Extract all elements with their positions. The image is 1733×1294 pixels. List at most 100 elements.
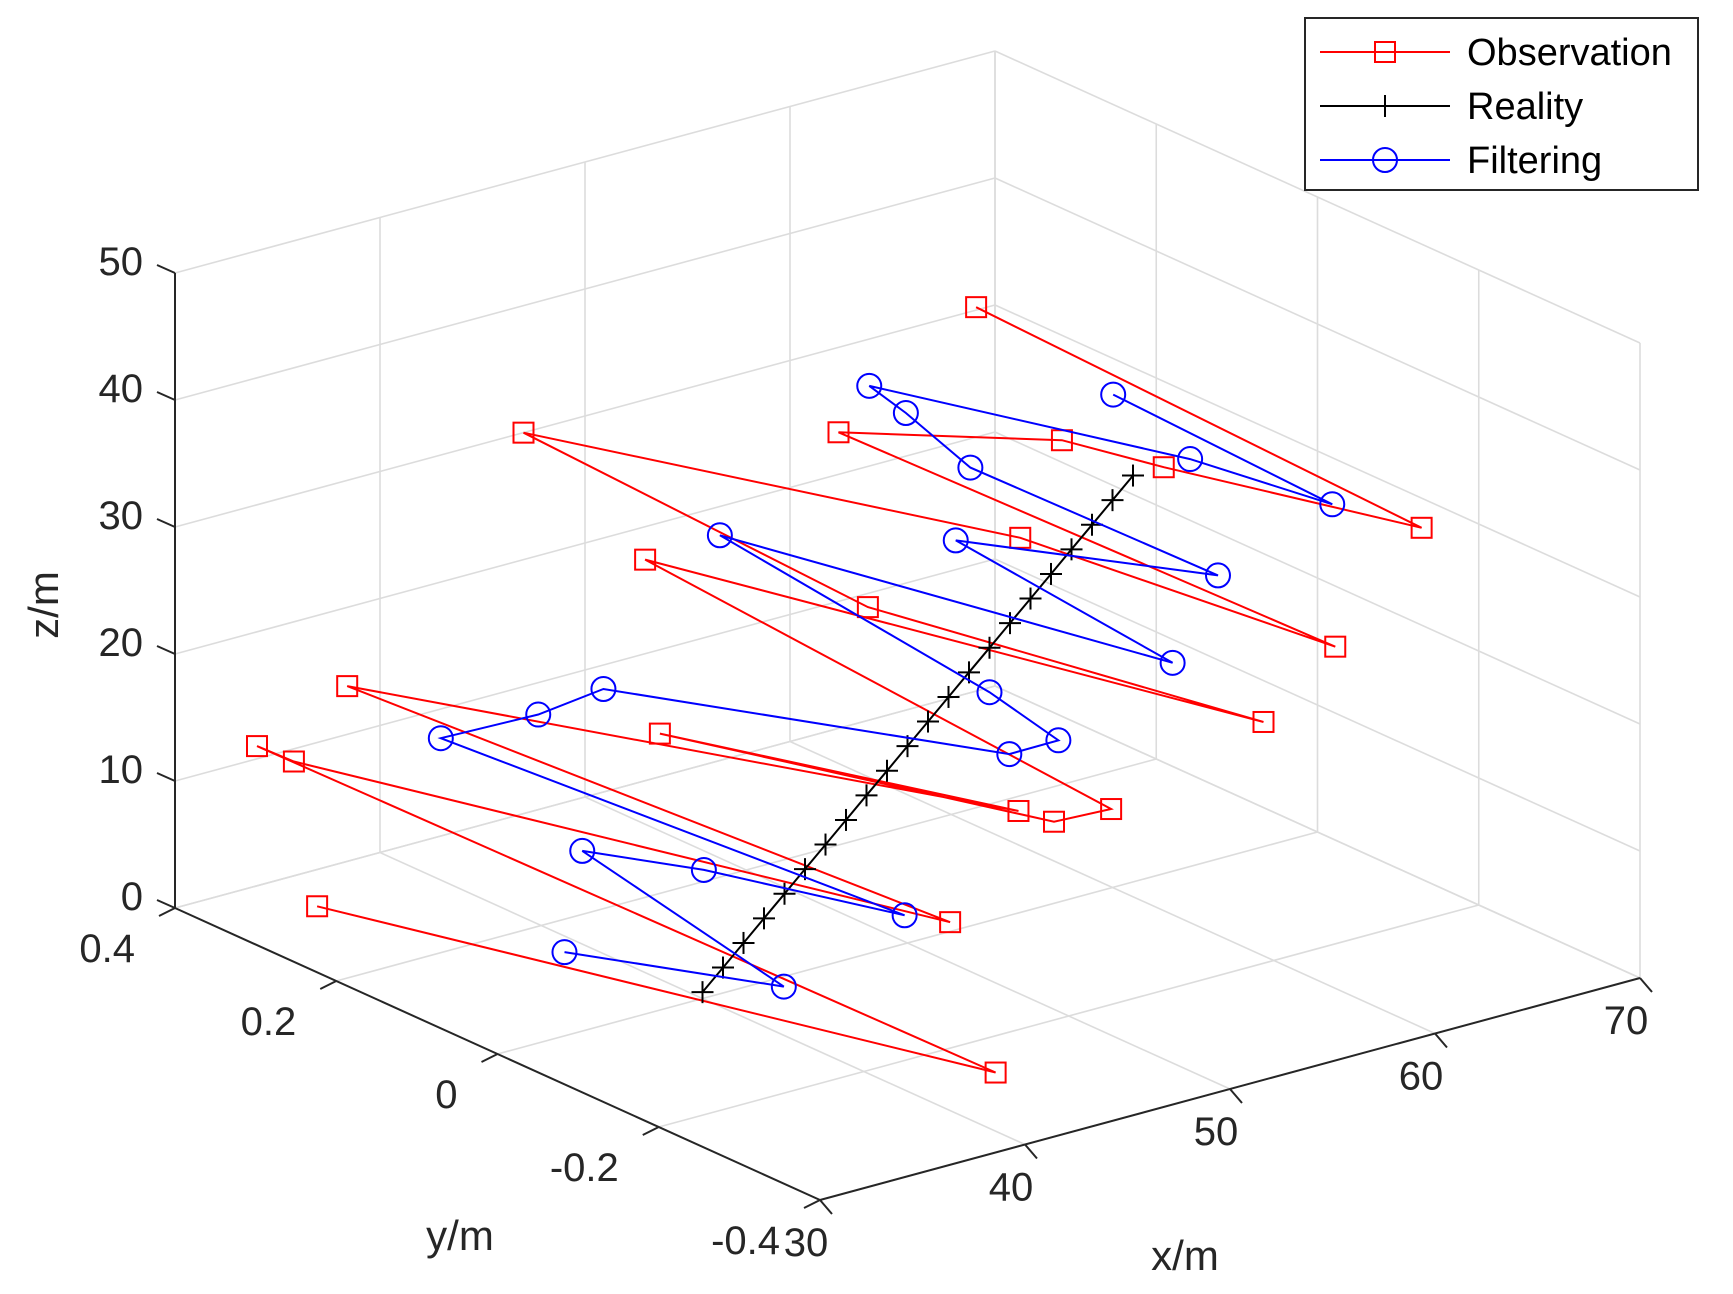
filtering-marker [976, 679, 1003, 706]
z-tick-mark [156, 264, 176, 274]
filtering-marker [957, 454, 984, 481]
y-tick-label: 0 [435, 1073, 457, 1117]
tick-labels: 30 40 50 60 70 -0.4 -0.2 0 0.2 0.4 0 10 20 30 40 50 [79, 240, 1648, 1265]
reality-marker [753, 907, 775, 930]
grid-floor-y [497, 831, 1318, 1055]
legend-item-filtering: Filtering [1320, 140, 1602, 182]
z-tick-label: 30 [99, 494, 144, 538]
filtering-marker [590, 676, 617, 702]
filtering-marker [569, 837, 596, 864]
filtering-marker [770, 973, 797, 1000]
series-reality [691, 464, 1144, 1004]
grid-side-z [994, 50, 1641, 344]
z-tick-label: 0 [121, 875, 143, 919]
legend-label-filtering: Filtering [1467, 140, 1602, 182]
filtering-marker [427, 725, 454, 752]
observation-marker [984, 1061, 1007, 1084]
observation-marker [1410, 516, 1433, 539]
reality-marker [732, 931, 755, 954]
reality-marker [773, 882, 796, 905]
legend[interactable]: Observation Reality Filtering [1304, 17, 1699, 191]
observation-marker [1007, 799, 1030, 822]
filtering-marker [551, 939, 578, 966]
x-tick-mark [1639, 977, 1653, 993]
tick-marks [156, 264, 1653, 1215]
z-tick-mark [156, 899, 176, 909]
filtering-line [437, 384, 1333, 988]
grid-lines [174, 50, 1641, 1201]
x-tick-label: 50 [1194, 1110, 1239, 1154]
filtering-marker [1100, 381, 1127, 408]
reality-marker [937, 685, 960, 708]
observation-marker [512, 421, 535, 444]
legend-item-observation: Observation [1320, 32, 1672, 74]
x-tick-label: 60 [1399, 1055, 1444, 1099]
series-observation [246, 296, 1433, 1084]
x-tick-label: 70 [1604, 999, 1649, 1043]
x-tick-mark [1024, 1143, 1038, 1160]
reality-marker [1101, 489, 1124, 512]
y-tick-mark [642, 1126, 660, 1136]
z-tick-mark [156, 518, 176, 528]
observation-marker [1009, 526, 1032, 549]
observation-marker [336, 675, 359, 698]
observation-marker [282, 750, 305, 773]
grid-back-z [174, 431, 996, 655]
grid-side-z [994, 304, 1641, 598]
reality-marker [917, 710, 939, 733]
filtering-marker [1319, 491, 1346, 518]
z-tick-mark [156, 391, 176, 401]
z-tick-label: 20 [99, 621, 144, 665]
z-tick-label: 50 [99, 240, 144, 284]
legend-label-observation: Observation [1467, 32, 1672, 74]
z-tick-label: 10 [99, 748, 144, 792]
grid-side-z [994, 558, 1641, 852]
grid-side-z [994, 685, 1641, 979]
z-tick-mark [156, 772, 176, 782]
filtering-marker [856, 372, 883, 399]
reality-marker [896, 735, 919, 758]
legend-marker-observation [1374, 41, 1396, 63]
grid-side-z [994, 431, 1641, 725]
observation-marker [1152, 456, 1175, 479]
legend-marker-filtering [1372, 147, 1398, 173]
grid-floor-y [658, 904, 1479, 1128]
grid-back-z [174, 50, 996, 274]
x-tick-mark [1229, 1088, 1243, 1104]
filtering-marker [1177, 446, 1204, 473]
y-tick-label: 0.4 [79, 927, 135, 971]
observation-marker [246, 735, 268, 758]
observation-marker [306, 895, 329, 918]
x-tick-label: 40 [989, 1166, 1034, 1210]
y-tick-mark [319, 980, 337, 990]
y-tick-mark [481, 1053, 498, 1063]
filtering-marker [1159, 649, 1186, 676]
y-tick-label: -0.2 [550, 1146, 619, 1190]
reality-marker [978, 636, 1001, 659]
filtering-marker [891, 902, 918, 929]
observation-marker [1252, 710, 1275, 733]
y-axis-title: y/m [426, 1212, 494, 1259]
grid-side-z [994, 177, 1641, 471]
grid-back-z [174, 558, 996, 782]
filtering-marker [996, 741, 1023, 768]
x-tick-mark [1434, 1032, 1448, 1049]
reality-marker [999, 612, 1021, 635]
z-axis-title: z/m [20, 571, 67, 639]
x-axis-title: x/m [1151, 1232, 1219, 1279]
filtering-marker [706, 522, 733, 549]
grid-back-z [174, 685, 996, 909]
x-tick-mark [819, 1199, 833, 1215]
y-tick-label: -0.4 [711, 1219, 780, 1263]
y-tick-mark [803, 1199, 821, 1209]
legend-item-reality: Reality [1320, 86, 1583, 128]
reality-marker [835, 808, 857, 831]
filtering-marker [525, 701, 552, 728]
legend-box [1304, 17, 1699, 191]
grid-floor-y [336, 758, 1157, 982]
filtering-marker [942, 527, 969, 554]
observation-marker [856, 596, 879, 619]
reality-marker [855, 784, 878, 807]
